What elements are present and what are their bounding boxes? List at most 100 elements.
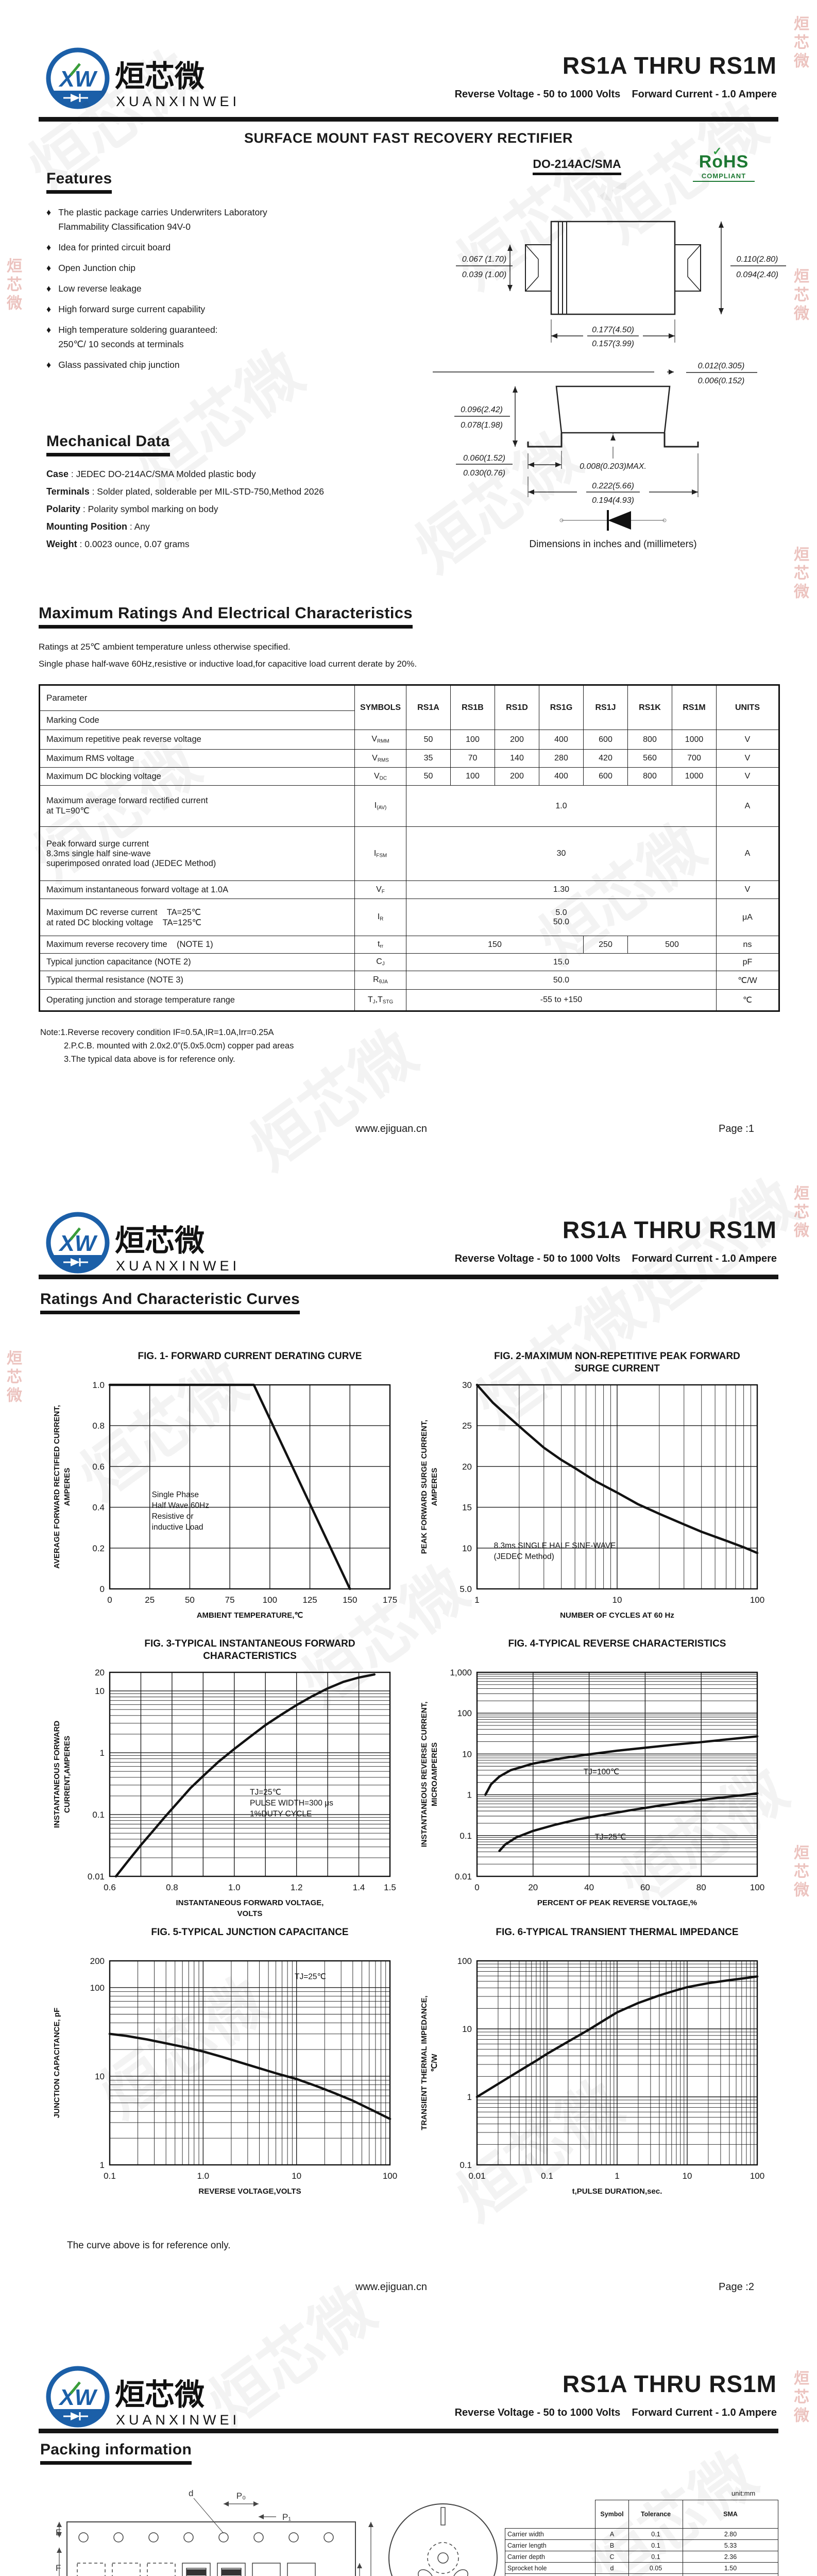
- ratings-row: Maximum reverse recovery time (NOTE 1) tr…: [39, 936, 779, 954]
- diamond-bullet-icon: ♦: [46, 325, 52, 335]
- svg-text:XW: XW: [58, 2385, 98, 2410]
- mechanical-item: Weight : 0.0023 ounce, 0.07 grams: [46, 539, 190, 549]
- ratings-row: Typical thermal resistance (NOTE 3) RθJA 5…: [39, 971, 779, 990]
- svg-text:100: 100: [457, 1708, 472, 1718]
- svg-text:60: 60: [640, 1883, 650, 1892]
- svg-text:0.1: 0.1: [459, 1831, 472, 1841]
- svg-text:10: 10: [95, 2072, 105, 2081]
- svg-text:SURGE CURRENT: SURGE CURRENT: [574, 1363, 660, 1374]
- series-junction-capacitance: [108, 2032, 392, 2121]
- svg-text:INSTANTANEOUS FORWARD: INSTANTANEOUS FORWARD: [53, 1721, 61, 1828]
- feature-item: ♦ Idea for printed circuit board: [46, 240, 397, 255]
- diamond-bullet-icon: ♦: [46, 283, 52, 294]
- svg-text:20: 20: [95, 1668, 105, 1677]
- svg-text:0.1: 0.1: [541, 2171, 553, 2181]
- rohs-logo: RoHS ✓ COMPLIANT: [693, 145, 755, 182]
- label-p0: P₀: [236, 2491, 246, 2501]
- svg-text:AMPERES: AMPERES: [430, 1468, 439, 1506]
- footer-page-2: Page :2: [719, 2281, 754, 2293]
- svg-text:FIG. 5-TYPICAL JUNCTION CAPACI: FIG. 5-TYPICAL JUNCTION CAPACITANCE: [151, 1927, 348, 1938]
- header-page1: RS1A THRU RS1M Reverse Voltage - 50 to 1…: [385, 52, 777, 100]
- ratings-row: Maximum DC blocking voltage VDC 50 100 200 40…: [39, 767, 779, 786]
- chart-fig3: 0.6 0.8 1.0 1.2 1.4 1.5 0.01 0.1 1 10 20 FIG. 3-TYP…: [53, 1638, 396, 1918]
- svg-text:TJ=25℃: TJ=25℃: [250, 1788, 281, 1797]
- curves-footnote: The curve above is for reference only.: [67, 2240, 231, 2251]
- ratings-table: Parameter SYMBOLS RS1A RS1B RS1D RS1G RS1J RS1K…: [39, 684, 780, 1012]
- svg-text:15: 15: [462, 1503, 472, 1513]
- col-header-rs1a: RS1A: [406, 685, 451, 730]
- svg-text:200: 200: [90, 1956, 105, 1966]
- features-list: ♦ The plastic package carries Underwriter…: [46, 205, 397, 372]
- ratings-intro-1: Ratings at 25℃ ambient temperature unles…: [39, 642, 291, 652]
- svg-text:50: 50: [185, 1595, 195, 1605]
- dim-terminal-length-max: 0.060(1.52): [463, 454, 505, 463]
- dim-overall-max: 0.222(5.66): [592, 482, 634, 490]
- svg-text:FIG. 4-TYPICAL REVERSE CHARACT: FIG. 4-TYPICAL REVERSE CHARACTERISTICS: [508, 1638, 726, 1649]
- label-f: F: [56, 2563, 61, 2573]
- series-forward-characteristic: [114, 1673, 376, 1878]
- svg-text:TJ=25℃: TJ=25℃: [594, 1833, 626, 1842]
- spec-row: 13" Reel outside diameterD2.0330.00: [505, 2573, 778, 2576]
- ratings-row: Maximum instantaneous forward voltage at…: [39, 880, 779, 899]
- svg-text:PERCENT OF PEAK REVERSE VOLTAG: PERCENT OF PEAK REVERSE VOLTAGE,%: [537, 1899, 697, 1907]
- dim-terminal-thickness-min: 0.006(0.152): [698, 377, 745, 385]
- series-tj-100: [484, 1735, 759, 1796]
- mechanical-heading: Mechanical Data: [46, 433, 170, 456]
- spec-table-unit: unit:mm: [731, 2489, 756, 2497]
- svg-text:0: 0: [100, 1584, 105, 1594]
- ratings-heading: Maximum Ratings And Electrical Character…: [39, 604, 413, 629]
- feature-item: ♦ Low reverse leakage: [46, 281, 397, 296]
- dim-lead-width-max: 0.067 (1.70): [462, 255, 506, 264]
- svg-text:1: 1: [615, 2171, 619, 2181]
- red-watermark-stamp: 烜芯微: [791, 546, 808, 602]
- svg-text:0.6: 0.6: [92, 1462, 105, 1471]
- diamond-bullet-icon: ♦: [46, 360, 52, 370]
- brand-name-cn: 烜芯微: [115, 2378, 205, 2412]
- svg-text:8.3ms SINGLE HALF SINE-WAVE: 8.3ms SINGLE HALF SINE-WAVE: [494, 1541, 616, 1550]
- svg-text:MICROAMPERES: MICROAMPERES: [430, 1742, 439, 1806]
- svg-text:1: 1: [467, 2092, 472, 2102]
- svg-text:XW: XW: [58, 1231, 98, 1256]
- logo-page1: XW 烜芯微 XUANXINWEI: [44, 45, 363, 120]
- svg-text:30: 30: [462, 1380, 472, 1390]
- dim-body-height-min: 0.094(2.40): [736, 270, 778, 279]
- svg-text:NUMBER OF CYCLES AT 60 Hz: NUMBER OF CYCLES AT 60 Hz: [560, 1611, 674, 1620]
- svg-text:TJ=100℃: TJ=100℃: [584, 1768, 620, 1776]
- brand-logo-icon: XW 烜芯微 XUANXINWEI: [46, 47, 236, 109]
- svg-text:1: 1: [100, 2160, 105, 2170]
- svg-text:TJ=25℃: TJ=25℃: [295, 1973, 326, 1981]
- packing-heading: Packing information: [40, 2441, 192, 2465]
- curves-section: Ratings And Characteristic Curves: [40, 1291, 300, 1314]
- feature-item: ♦ High temperature soldering guaranteed: 2…: [46, 323, 397, 351]
- chart-fig4: 0 20 40 60 80 100 0.01 0.1 1 10 100 1,000 FIG. 4-TYP…: [420, 1638, 764, 1907]
- svg-text:0: 0: [107, 1595, 112, 1605]
- svg-text:0: 0: [474, 1883, 479, 1892]
- svg-text:1%DUTY CYCLE: 1%DUTY CYCLE: [250, 1810, 312, 1819]
- series-surge-current: [475, 1383, 759, 1554]
- chart-fig5: 0.1 1.0 10 100 1 10 100 200 FIG. 5-TYPICAL JUNCT…: [53, 1927, 397, 2196]
- footer-page-1: Page :1: [719, 1123, 754, 1134]
- series-derating-curve: [108, 1383, 351, 1590]
- feature-item: ♦ High forward surge current capability: [46, 302, 397, 316]
- svg-text:FIG. 2-MAXIMUM NON-REPETITIVE: FIG. 2-MAXIMUM NON-REPETITIVE PEAK FORWA…: [494, 1351, 740, 1362]
- svg-text:0.8: 0.8: [166, 1883, 178, 1892]
- col-header-rs1g: RS1G: [539, 685, 584, 730]
- logo-page2: XW 烜芯微 XUANXINWEI: [44, 1210, 363, 1284]
- diode-symbol-icon: [608, 511, 631, 530]
- svg-text:100: 100: [750, 1595, 764, 1605]
- svg-text:20: 20: [462, 1462, 472, 1471]
- svg-text:80: 80: [696, 1883, 706, 1892]
- chart-fig2: 1 10 100 5.0 10 15 20 25 30 FIG. 2-MAXIMUM NON-RE…: [420, 1351, 764, 1620]
- note-line: 2.P.C.B. mounted with 2.0x2.0”(5.0x5.0cm…: [64, 1041, 294, 1050]
- dim-body-height-max: 0.110(2.80): [737, 255, 778, 264]
- svg-text:5.0: 5.0: [459, 1584, 472, 1594]
- header-page2: RS1A THRU RS1M Reverse Voltage - 50 to 1…: [385, 1216, 777, 1265]
- dim-side-height-max: 0.096(2.42): [461, 405, 503, 414]
- svg-text:0.01: 0.01: [468, 2171, 485, 2181]
- package-drawing: 0.067 (1.70) 0.039 (1.00) 0.110(2.80) 0.…: [433, 191, 793, 554]
- packing-section: Packing information: [40, 2441, 192, 2465]
- svg-text:0.1: 0.1: [459, 2160, 472, 2170]
- svg-text:CURRENT,AMPERES: CURRENT,AMPERES: [63, 1736, 72, 1813]
- figure-1-forward-current-derating: 0 25 50 75 100 125 150 175 0 0.2 0.4 0.6 0.8 1.0 FIG. …: [49, 1346, 404, 1634]
- svg-text:10: 10: [462, 1544, 472, 1553]
